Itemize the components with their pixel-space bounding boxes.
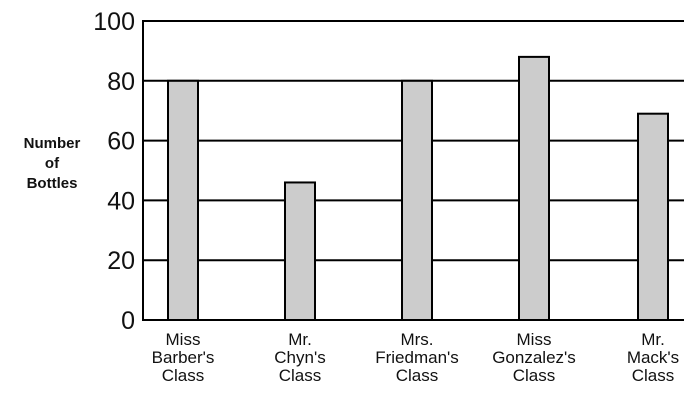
category-label: Barber's [152, 348, 215, 367]
category-label: Gonzalez's [492, 348, 576, 367]
category-label: Class [513, 366, 556, 385]
category-label: Mr. [288, 330, 312, 349]
y-axis-title: Number [24, 135, 81, 152]
category-label: Mrs. [400, 330, 433, 349]
y-tick-label: 40 [107, 187, 135, 215]
bar-4 [637, 112, 669, 321]
y-axis-title: Bottles [27, 175, 78, 192]
y-axis-title: of [45, 155, 60, 172]
category-label: Class [162, 366, 205, 385]
axis-layer [142, 20, 684, 321]
label-layer: 020406080100MissBarber'sClassMr.Chyn'sCl… [24, 8, 680, 385]
category-label: Friedman's [375, 348, 459, 367]
category-label: Miss [166, 330, 201, 349]
y-tick-label: 80 [107, 68, 135, 96]
category-label: Class [396, 366, 439, 385]
bar-layer [167, 55, 669, 321]
category-label: Class [279, 366, 322, 385]
y-tick-label: 60 [107, 128, 135, 156]
category-label: Mack's [627, 348, 679, 367]
y-tick-label: 100 [93, 8, 135, 36]
y-tick-label: 0 [121, 307, 135, 335]
category-label: Mr. [641, 330, 665, 349]
bar-3 [518, 55, 550, 321]
category-label: Miss [517, 330, 552, 349]
y-tick-label: 20 [107, 247, 135, 275]
category-label: Class [632, 366, 675, 385]
bar-2 [401, 79, 433, 321]
bar-0 [167, 79, 199, 321]
bar-1 [284, 181, 316, 321]
category-label: Chyn's [274, 348, 325, 367]
